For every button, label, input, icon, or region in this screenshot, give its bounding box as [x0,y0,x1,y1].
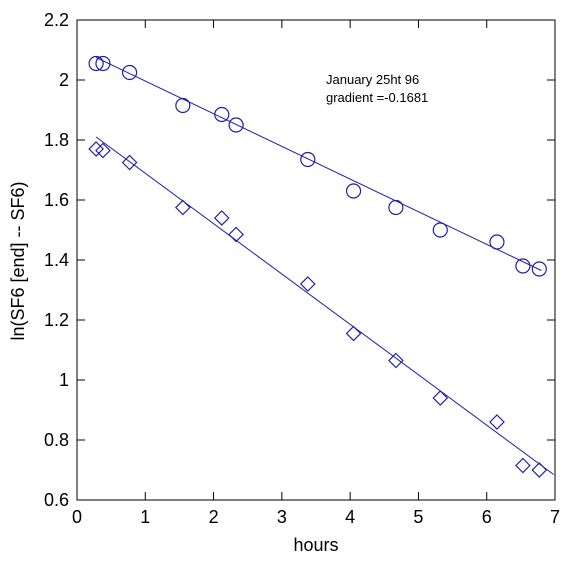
y-tick-label: 2 [59,70,69,90]
annotation-gradient: gradient =-0.1681 [326,90,428,105]
data-point-diamond [228,226,244,243]
fit-line-diamond [95,136,554,475]
data-point-circle [228,117,244,133]
data-point-circle [175,97,191,114]
fit-lines [95,57,554,475]
data-point-diamond [88,141,104,157]
data-point-diamond [432,390,449,406]
data-point-circle [214,106,230,123]
data-point-diamond [515,457,531,474]
x-tick-label: 2 [209,507,219,527]
data-point-diamond [299,276,316,292]
x-axis-title: hours [293,535,338,555]
y-tick-label: 2.2 [44,10,69,30]
data-point-diamond [174,199,191,216]
y-tick-label: 0.6 [44,490,69,510]
x-tick-label: 0 [72,507,82,527]
x-tick-label: 4 [345,507,355,527]
data-point-diamond [95,142,111,159]
data-point-circle [531,261,547,277]
x-tick-label: 7 [550,507,560,527]
y-tick-label: 1.8 [44,130,69,150]
x-tick-label: 3 [277,507,287,527]
data-point-circle [121,64,138,81]
y-tick-label: 1.6 [44,190,69,210]
data-point-diamond [121,154,138,171]
x-tick-label: 6 [482,507,492,527]
plot-frame [76,19,556,501]
y-tick-label: 0.8 [44,430,69,450]
data-point-circle [88,55,104,72]
data-point-diamond [388,352,404,369]
data-point-diamond [531,462,548,478]
data-point-circle [489,234,505,250]
data-point-circle [95,55,111,72]
fit-line-circle [95,57,542,271]
annotation-date: January 25ht 96 [326,72,419,87]
y-tick-label: 1.2 [44,310,69,330]
data-point-circle [432,222,448,238]
y-tick-label: 1 [59,370,69,390]
axis-ticks: 0 1 2 3 4 5 6 7 0.6 0.8 1 1.2 1.4 1.6 1.8 2 2.2 [44,10,560,527]
data-point-circle [388,199,404,216]
data-markers [88,55,548,478]
y-tick-label: 1.4 [44,250,69,270]
data-point-circle [345,183,362,199]
plot-border [76,19,556,501]
data-point-diamond [489,414,505,430]
y-axis-title: ln(SF6 [end] -- SF6) [8,181,28,340]
x-tick-label: 5 [413,507,423,527]
data-point-diamond [213,210,230,226]
data-point-circle [515,258,531,274]
data-point-circle [300,151,316,168]
data-point-diamond [345,325,362,342]
x-tick-label: 1 [140,507,150,527]
